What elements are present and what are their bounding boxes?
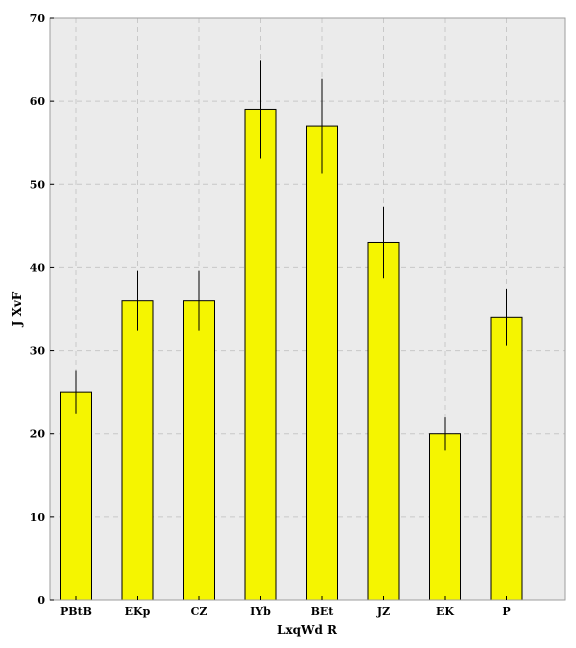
x-tick-label: P (502, 605, 510, 618)
x-axis-ticks: PBtB EKp CZ IYb BEt JZ EK P (60, 596, 511, 618)
y-axis-title: J XvF (10, 291, 24, 327)
bar-P (490, 316, 523, 601)
x-tick-label: BEt (311, 605, 335, 618)
x-axis-title: LxqWd R (277, 623, 338, 637)
x-tick-label: PBtB (60, 605, 92, 618)
x-tick-label: EK (436, 605, 454, 618)
error-bars (75, 60, 507, 451)
y-tick-label: 70 (30, 12, 46, 25)
x-tick-label: EKp (125, 605, 151, 618)
y-tick-label: 40 (30, 261, 46, 274)
y-tick-label: 20 (30, 428, 46, 441)
y-tick-label: 10 (30, 511, 46, 524)
bar-IYb (244, 108, 277, 601)
bar-PBtB (60, 391, 92, 601)
y-tick-label: 0 (37, 594, 45, 607)
bar-EK (429, 433, 461, 601)
x-tick-label: CZ (191, 605, 208, 618)
y-axis-ticks: 0 10 20 30 40 50 60 70 (30, 12, 54, 607)
bar-CZ (183, 300, 215, 601)
bars (60, 108, 523, 601)
y-tick-label: 50 (30, 178, 46, 191)
y-tick-label: 30 (30, 345, 46, 358)
x-tick-label: IYb (250, 605, 271, 618)
bar-BEt (306, 125, 338, 601)
y-tick-label: 60 (30, 95, 46, 108)
plot-frame (49, 17, 566, 601)
x-tick-label: JZ (376, 605, 390, 618)
bar-JZ (367, 241, 400, 601)
bar-EKp (121, 300, 154, 601)
